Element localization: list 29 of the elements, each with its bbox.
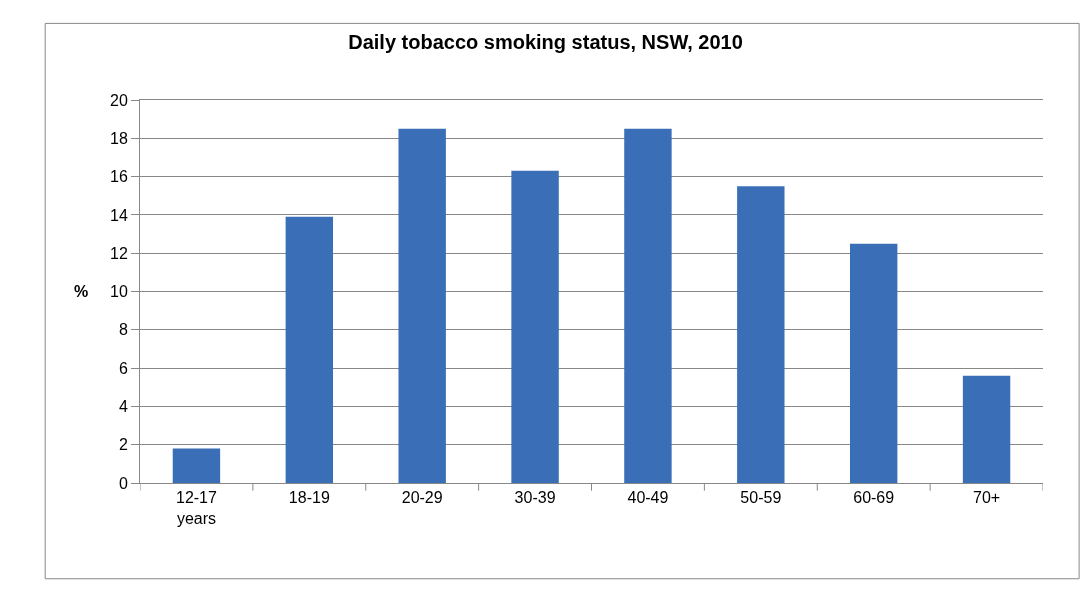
x-tick-label: 40-49 xyxy=(627,489,669,507)
bar xyxy=(624,128,672,483)
y-tick-label: 18 xyxy=(110,129,128,147)
y-tick-label: 14 xyxy=(110,206,128,224)
y-tick-label: 4 xyxy=(118,398,128,415)
y-axis-title: % xyxy=(74,283,89,300)
x-tick-label: 60-69 xyxy=(853,489,895,507)
y-tick-label: 16 xyxy=(110,168,128,186)
y-tick-label: 2 xyxy=(118,436,128,454)
bar xyxy=(849,243,898,483)
x-tick-label: 30-39 xyxy=(514,489,556,507)
x-tick-label: 18-19 xyxy=(288,489,330,507)
y-tick-label: 8 xyxy=(118,321,128,339)
bar xyxy=(511,170,559,483)
y-tick-label: 0 xyxy=(118,474,128,492)
chart-title: Daily tobacco smoking status, NSW, 2010 xyxy=(348,30,743,53)
x-tick-label: 20-29 xyxy=(401,489,443,507)
y-tick-label: 6 xyxy=(118,359,128,377)
x-tick-label: 50-59 xyxy=(740,489,782,507)
y-tick-label: 20 xyxy=(110,91,128,109)
x-tick-label: 12-17 years xyxy=(175,489,217,527)
bar xyxy=(398,128,446,483)
x-tick-label: 70+ xyxy=(972,489,1001,507)
bar xyxy=(737,186,785,483)
bar xyxy=(285,216,334,483)
y-tick-label: 12 xyxy=(110,244,128,262)
bar xyxy=(962,375,1011,483)
y-tick-label: 10 xyxy=(110,283,128,301)
bar xyxy=(172,448,221,483)
